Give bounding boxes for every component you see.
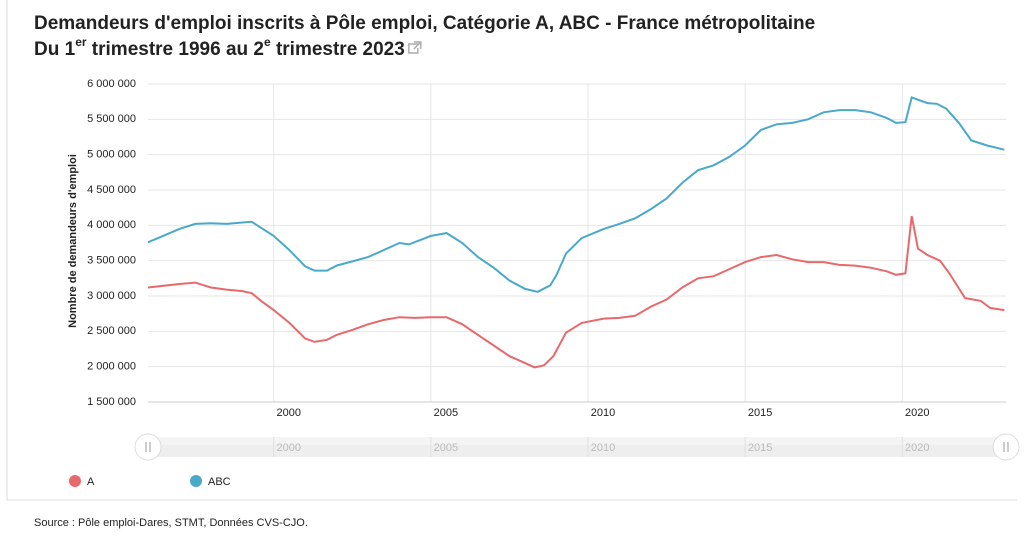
series-line <box>147 96 1005 293</box>
x-tick-label: 2000 <box>276 407 300 419</box>
y-tick-label: 3 500 000 <box>87 255 136 267</box>
external-link-icon[interactable] <box>408 41 422 54</box>
chart-title: Demandeurs d'emploi inscrits à Pôle empl… <box>34 13 815 34</box>
y-tick-label: 3 000 000 <box>87 290 136 302</box>
navigator-handle-left[interactable] <box>134 433 162 461</box>
chart-subtitle: Du 1er trimestre 1996 au 2e trimestre 20… <box>34 35 405 60</box>
x-tick-label: 2010 <box>591 407 615 419</box>
navigator-tick-label: 2015 <box>748 442 772 454</box>
x-tick-label: 2015 <box>748 407 772 419</box>
subtitle-part: er <box>75 35 87 49</box>
legend-label: ABC <box>208 476 231 488</box>
y-axis-label: Nombre de demandeurs d'emploi <box>67 154 79 328</box>
subtitle-part: e <box>264 35 271 49</box>
y-tick-label: 5 500 000 <box>87 113 136 125</box>
navigator-tick-label: 2020 <box>905 442 929 454</box>
series-line <box>147 215 1005 369</box>
navigator-tick-label: 2000 <box>276 442 300 454</box>
y-tick-label: 5 000 000 <box>87 149 136 161</box>
navigator-handle-right[interactable] <box>992 433 1020 461</box>
subtitle-part: Du 1 <box>34 39 76 60</box>
y-tick-label: 1 500 000 <box>87 396 136 408</box>
y-tick-label: 4 500 000 <box>87 184 136 196</box>
y-tick-label: 2 500 000 <box>87 325 136 337</box>
subtitle-part: trimestre 2023 <box>271 39 405 60</box>
legend-marker <box>190 475 202 487</box>
navigator-tick-label: 2005 <box>434 442 458 454</box>
legend-label: A <box>87 476 95 488</box>
y-tick-label: 6 000 000 <box>87 78 136 90</box>
legend-marker <box>69 475 81 487</box>
x-tick-label: 2020 <box>905 407 929 419</box>
x-tick-label: 2005 <box>434 407 458 419</box>
subtitle-part: trimestre 1996 au 2 <box>87 39 264 60</box>
y-tick-label: 4 000 000 <box>87 219 136 231</box>
navigator-tick-label: 2010 <box>591 442 615 454</box>
y-tick-label: 2 000 000 <box>87 361 136 373</box>
source-note: Source : Pôle emploi-Dares, STMT, Donnée… <box>34 517 308 529</box>
navigator-band <box>148 437 1006 445</box>
